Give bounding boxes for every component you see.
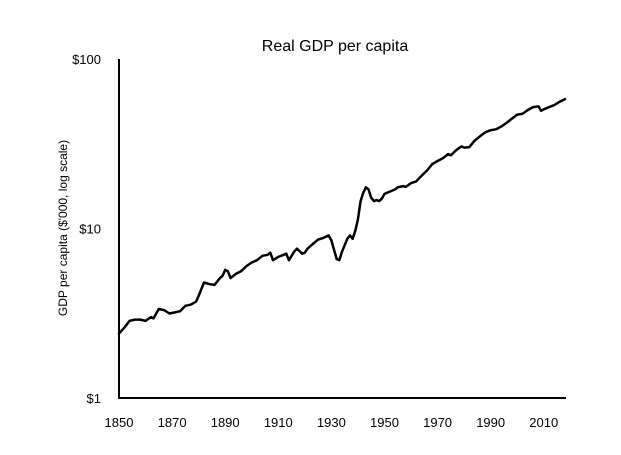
x-tick-label: 1890: [211, 415, 240, 430]
y-tick-label: $100: [72, 52, 101, 67]
y-tick-labels: $1 $10 $100: [72, 52, 101, 406]
x-tick-label: 1850: [105, 415, 134, 430]
x-tick-labels: 1850 1870 1890 1910 1930 1950 1970 1990 2010: [105, 415, 559, 430]
y-tick-label: $10: [79, 222, 101, 237]
x-tick-label: 1950: [370, 415, 399, 430]
chart-title: Real GDP per capita: [262, 38, 409, 55]
y-tick-label: $1: [87, 391, 101, 406]
x-tick-label: 1910: [264, 415, 293, 430]
x-tick-label: 1870: [158, 415, 187, 430]
x-tick-label: 1930: [317, 415, 346, 430]
y-axis-label: GDP per capita ($'000, log scale): [56, 140, 70, 316]
x-tick-label: 1990: [476, 415, 505, 430]
gdp-series-line: [117, 97, 567, 335]
x-tick-label: 1970: [423, 415, 452, 430]
x-tick-label: 2010: [529, 415, 558, 430]
